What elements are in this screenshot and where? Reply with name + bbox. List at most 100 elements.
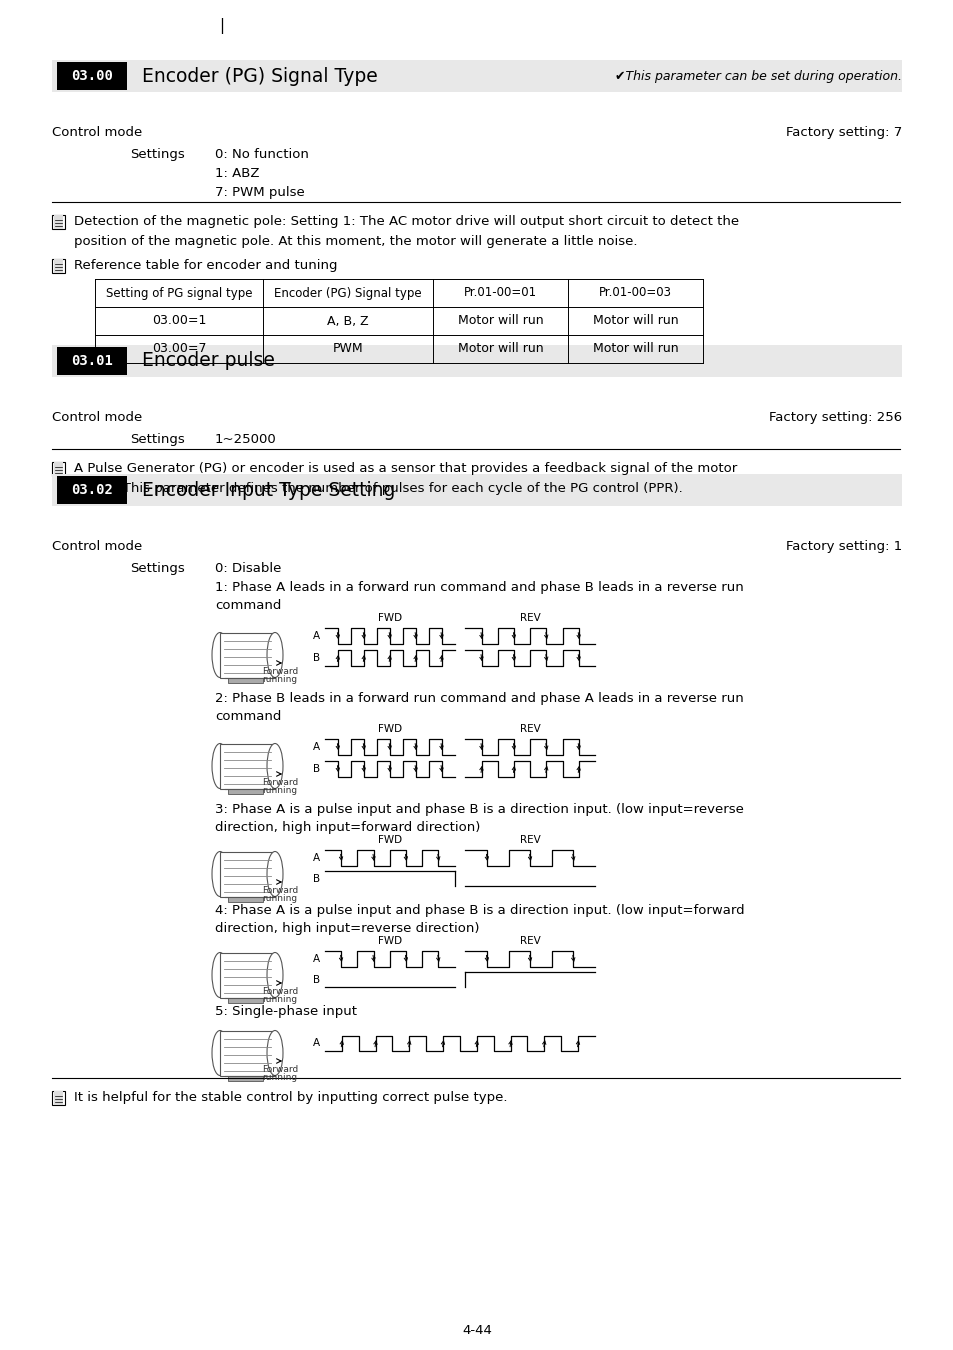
Bar <box>228 998 263 1003</box>
Bar <box>57 347 127 375</box>
Text: 7: PWM pulse: 7: PWM pulse <box>214 186 304 198</box>
Bar <box>52 346 901 377</box>
Ellipse shape <box>212 1030 228 1076</box>
Text: A: A <box>313 1038 319 1049</box>
Text: Control mode: Control mode <box>52 126 142 139</box>
Bar <box>220 744 274 788</box>
Text: A: A <box>313 743 319 752</box>
Text: 3: Phase A is a pulse input and phase B is a direction input. (low input=reverse: 3: Phase A is a pulse input and phase B … <box>214 803 743 815</box>
Text: 03.00=7: 03.00=7 <box>152 343 206 355</box>
Text: Pr.01-00=03: Pr.01-00=03 <box>598 286 671 300</box>
Bar <box>54 462 63 477</box>
Bar <box>57 477 127 504</box>
Text: running: running <box>262 1073 297 1081</box>
Bar <box>54 215 63 230</box>
Text: Forward: Forward <box>262 886 297 895</box>
Text: B: B <box>313 975 319 984</box>
Bar <box>220 953 274 998</box>
Text: 4-44: 4-44 <box>461 1323 492 1336</box>
Text: B: B <box>313 764 319 774</box>
Text: Detection of the magnetic pole: Setting 1: The AC motor drive will output short : Detection of the magnetic pole: Setting … <box>74 215 739 228</box>
Text: Settings: Settings <box>130 148 185 161</box>
Text: Factory setting: 1: Factory setting: 1 <box>785 540 901 553</box>
Text: Motor will run: Motor will run <box>457 315 543 328</box>
Text: 1~25000: 1~25000 <box>214 433 276 446</box>
Bar <box>52 259 65 273</box>
Text: direction, high input=forward direction): direction, high input=forward direction) <box>214 821 480 834</box>
Text: Encoder (PG) Signal type: Encoder (PG) Signal type <box>274 286 421 300</box>
Text: direction, high input=reverse direction): direction, high input=reverse direction) <box>214 922 479 936</box>
Text: 0: Disable: 0: Disable <box>214 562 281 575</box>
Text: 1: Phase A leads in a forward run command and phase B leads in a reverse run: 1: Phase A leads in a forward run comman… <box>214 580 743 594</box>
Ellipse shape <box>267 953 283 998</box>
Text: Forward: Forward <box>262 667 297 676</box>
Ellipse shape <box>212 953 228 998</box>
Ellipse shape <box>267 1030 283 1076</box>
Text: 0: No function: 0: No function <box>214 148 309 161</box>
Text: It is helpful for the stable control by inputting correct pulse type.: It is helpful for the stable control by … <box>74 1091 507 1104</box>
Text: command: command <box>214 599 281 612</box>
Text: REV: REV <box>519 613 540 624</box>
Text: 5: Single-phase input: 5: Single-phase input <box>214 1004 356 1018</box>
Text: FWD: FWD <box>377 836 401 845</box>
Text: 03.00=1: 03.00=1 <box>152 315 206 328</box>
Bar <box>228 1076 263 1080</box>
Text: B: B <box>313 653 319 663</box>
Text: Settings: Settings <box>130 562 185 575</box>
Text: FWD: FWD <box>377 725 401 734</box>
Text: 1: ABZ: 1: ABZ <box>214 167 259 180</box>
Text: REV: REV <box>519 936 540 946</box>
Text: Forward: Forward <box>262 778 297 787</box>
Text: Control mode: Control mode <box>52 410 142 424</box>
Text: Encoder pulse: Encoder pulse <box>142 351 274 370</box>
Bar <box>228 896 263 902</box>
Text: Motor will run: Motor will run <box>457 343 543 355</box>
Text: Pr.01-00=01: Pr.01-00=01 <box>463 286 537 300</box>
Bar <box>52 474 901 506</box>
Text: A, B, Z: A, B, Z <box>327 315 369 328</box>
Ellipse shape <box>212 633 228 678</box>
Bar <box>228 788 263 794</box>
Bar <box>220 852 274 896</box>
Bar <box>228 678 263 683</box>
Text: A: A <box>313 630 319 641</box>
Text: Factory setting: 7: Factory setting: 7 <box>785 126 901 139</box>
Text: REV: REV <box>519 836 540 845</box>
Text: running: running <box>262 995 297 1004</box>
Text: running: running <box>262 786 297 795</box>
Bar <box>52 1091 65 1106</box>
Text: Motor will run: Motor will run <box>592 343 678 355</box>
Bar <box>52 462 65 477</box>
Text: A Pulse Generator (PG) or encoder is used as a sensor that provides a feedback s: A Pulse Generator (PG) or encoder is use… <box>74 462 737 475</box>
Text: ✔This parameter can be set during operation.: ✔This parameter can be set during operat… <box>615 70 901 82</box>
Bar <box>57 62 127 90</box>
Bar <box>52 215 65 230</box>
Ellipse shape <box>212 852 228 896</box>
Text: Forward: Forward <box>262 1065 297 1075</box>
Text: B: B <box>313 873 319 884</box>
Text: FWD: FWD <box>377 613 401 624</box>
Text: 03.02: 03.02 <box>71 483 112 497</box>
Text: A: A <box>313 853 319 863</box>
Text: PWM: PWM <box>333 343 363 355</box>
Text: Motor will run: Motor will run <box>592 315 678 328</box>
Bar <box>54 1091 63 1106</box>
Text: Control mode: Control mode <box>52 540 142 553</box>
Text: |: | <box>219 18 224 34</box>
Ellipse shape <box>267 852 283 896</box>
Text: 03.00: 03.00 <box>71 69 112 82</box>
Bar <box>54 259 63 273</box>
Text: Reference table for encoder and tuning: Reference table for encoder and tuning <box>74 259 337 271</box>
Bar <box>52 59 901 92</box>
Text: Settings: Settings <box>130 433 185 446</box>
Ellipse shape <box>212 744 228 788</box>
Text: command: command <box>214 710 281 724</box>
Text: Encoder Input Type Setting: Encoder Input Type Setting <box>142 481 395 500</box>
Text: A: A <box>313 954 319 964</box>
Text: position of the magnetic pole. At this moment, the motor will generate a little : position of the magnetic pole. At this m… <box>74 235 637 248</box>
Text: running: running <box>262 894 297 903</box>
Text: REV: REV <box>519 725 540 734</box>
Text: running: running <box>262 675 297 684</box>
Text: Setting of PG signal type: Setting of PG signal type <box>106 286 252 300</box>
Text: 03.01: 03.01 <box>71 354 112 369</box>
